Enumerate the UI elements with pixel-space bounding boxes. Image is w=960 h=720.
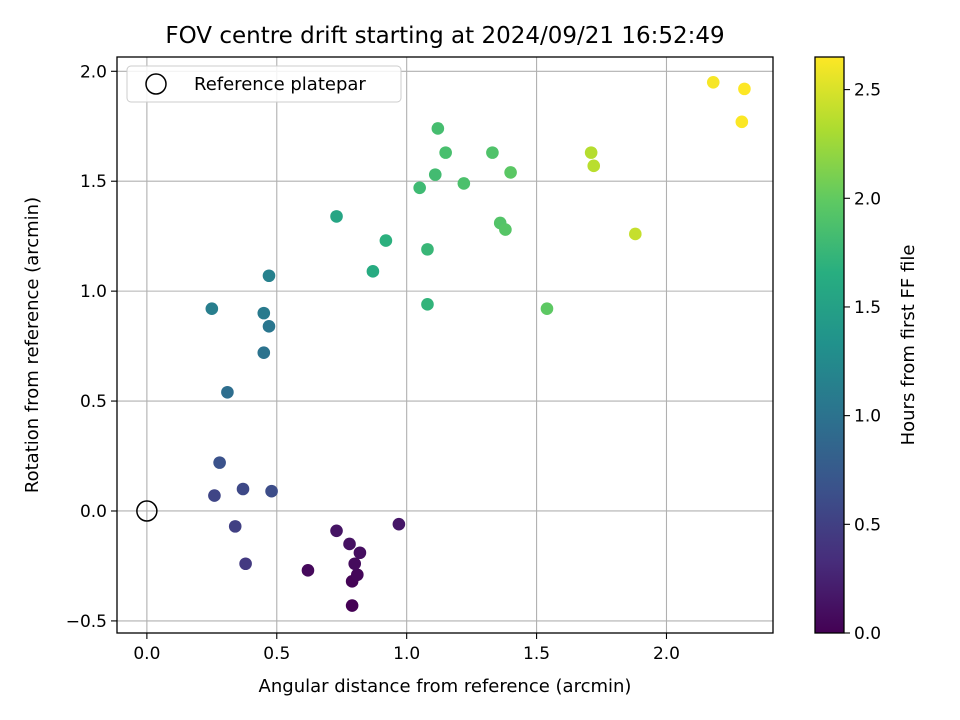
data-point-3 (301, 564, 315, 577)
data-point-40 (735, 115, 749, 129)
legend: Reference platepar (126, 65, 402, 103)
legend-label-reference: Reference platepar (194, 74, 366, 95)
data-point-16 (257, 346, 271, 359)
legend-marker-reference (145, 73, 167, 95)
data-point-5 (353, 546, 367, 560)
colorbar-tick-label-3: 1.5 (854, 298, 881, 318)
colorbar-label: Hours from first FF file (898, 245, 919, 446)
data-point-11 (208, 489, 221, 502)
x-tick-label-3: 1.5 (523, 644, 550, 664)
colorbar-gradient (814, 56, 845, 634)
data-point-24 (421, 298, 434, 311)
data-point-19 (205, 302, 219, 316)
data-point-14 (213, 456, 226, 469)
data-point-28 (431, 122, 445, 135)
data-point-20 (262, 269, 276, 283)
y-tick-label-0: −0.5 (66, 612, 107, 632)
legend-box (126, 65, 402, 103)
y-axis-ticks: −0.5 0.0 0.5 1.0 1.5 2.0 (66, 62, 117, 632)
data-point-6 (343, 537, 356, 551)
x-axis-label: Angular distance from reference (arcmin) (259, 676, 632, 697)
data-point-31 (486, 146, 499, 159)
data-point-21 (330, 210, 343, 223)
data-point-35 (540, 302, 554, 316)
x-tick-label-2: 1.0 (393, 644, 420, 664)
data-point-27 (428, 168, 442, 181)
colorbar-tick-label-1: 0.5 (854, 515, 881, 535)
data-point-34 (504, 166, 517, 179)
data-point-17 (262, 320, 276, 333)
colorbar-tick-label-2: 1.0 (854, 407, 881, 427)
data-point-7 (330, 524, 343, 538)
y-tick-label-1: 0.0 (80, 502, 107, 522)
colorbar-tick-label-4: 2.0 (854, 189, 881, 209)
chart-title: FOV centre drift starting at 2024/09/21 … (165, 23, 724, 49)
colorbar-tick-label-0: 0.0 (854, 624, 881, 644)
data-point-0 (345, 599, 359, 612)
data-point-13 (265, 484, 278, 498)
data-point-22 (366, 265, 380, 278)
data-point-41 (738, 82, 751, 96)
y-tick-label-2: 0.5 (80, 392, 107, 412)
plot-frame (116, 56, 774, 634)
data-point-36 (584, 146, 598, 159)
reference-platepar-point (136, 500, 158, 522)
data-points (205, 75, 751, 612)
y-tick-label-3: 1.0 (80, 282, 107, 302)
data-point-15 (221, 385, 234, 399)
data-point-23 (379, 234, 393, 247)
x-tick-label-1: 0.5 (263, 644, 290, 664)
data-point-39 (706, 75, 720, 89)
data-point-33 (499, 223, 512, 236)
grid-lines (117, 57, 773, 633)
data-point-9 (239, 557, 252, 571)
data-point-8 (392, 517, 406, 531)
x-tick-label-4: 2.0 (653, 644, 680, 664)
data-point-38 (629, 227, 642, 241)
colorbar: 0.0 0.5 1.0 1.5 2.0 2.5 Hours from first FF f… (814, 56, 919, 644)
data-point-12 (236, 482, 250, 496)
reference-marker (136, 500, 158, 522)
data-point-18 (257, 306, 271, 320)
y-axis-label: Rotation from reference (arcmin) (22, 197, 43, 493)
data-point-37 (587, 159, 601, 173)
data-point-2 (351, 568, 364, 582)
colorbar-tick-label-5: 2.5 (854, 81, 881, 101)
colorbar-ticks: 0.0 0.5 1.0 1.5 2.0 2.5 (844, 81, 881, 644)
data-point-10 (228, 520, 242, 533)
data-point-29 (439, 146, 452, 159)
data-point-30 (457, 177, 471, 190)
y-tick-label-5: 2.0 (80, 62, 107, 82)
data-point-26 (413, 181, 426, 195)
x-tick-label-0: 0.0 (133, 644, 160, 664)
x-axis-ticks: 0.0 0.5 1.0 1.5 2.0 (133, 633, 680, 664)
data-point-4 (348, 557, 362, 571)
data-point-25 (421, 243, 434, 256)
y-tick-label-4: 1.5 (80, 172, 107, 192)
